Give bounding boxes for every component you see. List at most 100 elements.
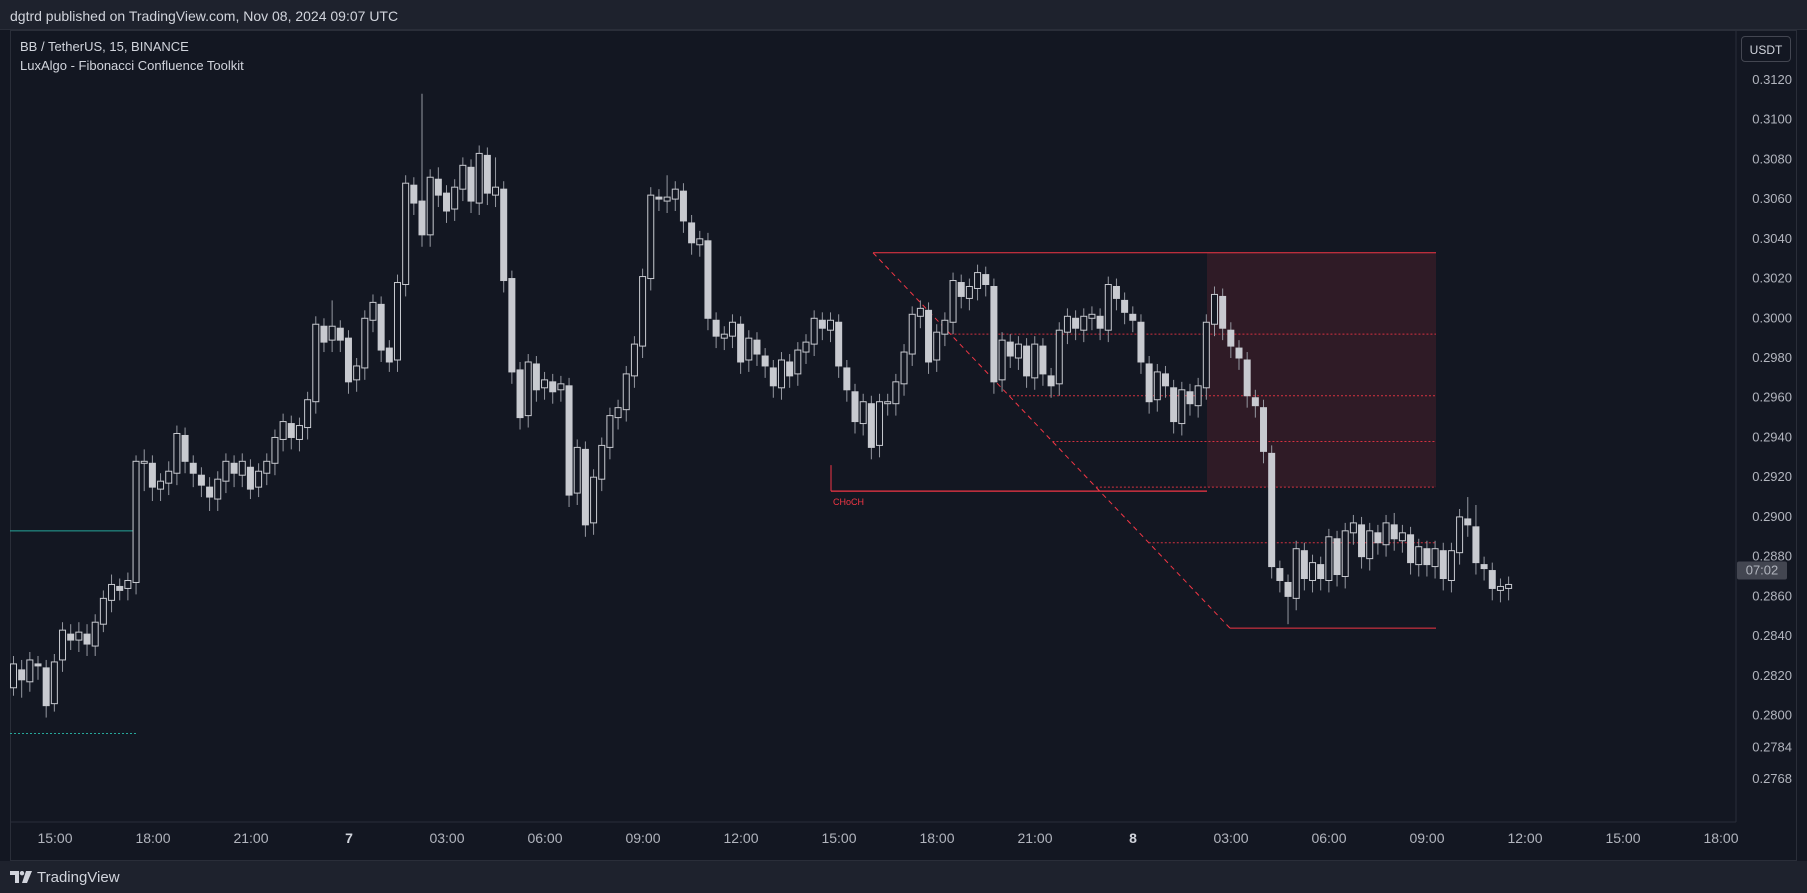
tradingview-brand[interactable]: TradingView [10,868,120,886]
candle [753,332,761,366]
candle [1488,562,1496,601]
candle [344,330,352,394]
candle-body-up [173,432,181,474]
candle-body-down [1333,538,1341,576]
candle [573,439,581,506]
candle [532,356,540,402]
candle [974,264,982,301]
price-tick-label: 0.2940 [1752,429,1792,444]
candle-body-down [688,222,696,244]
candle-body-up [663,196,671,202]
candle [1014,336,1022,370]
candle [197,467,205,498]
candle-body-down [835,321,843,367]
candle [606,407,614,460]
candle-body-down [516,369,524,419]
chart-frame[interactable] [10,30,1797,861]
candle [312,316,320,414]
tradingview-logo-icon [10,871,32,883]
candle [892,373,900,416]
candle-body-up [974,272,982,289]
candle [246,459,254,500]
candle-body-up [827,319,834,331]
candle [467,159,475,213]
candle-body-down [1096,315,1104,329]
candle-body-up [1431,548,1439,568]
time-axis[interactable]: 15:00 18:00 21:00 7 03:00 06:00 09:00 12:00 15:0… [37,830,1738,846]
candle [393,274,401,372]
candle-body-up [328,325,336,341]
candle [720,326,728,351]
time-tick-label: 21:00 [233,830,268,846]
price-tick-label: 0.2880 [1752,549,1792,564]
candle-body-up [1292,548,1300,599]
candle [1055,322,1063,396]
candle-body-down [67,633,75,641]
candle [728,314,736,349]
candle-body-down [565,385,573,496]
symbol-legend[interactable]: BB / TetherUS, 15, BINANCE [20,39,189,54]
candle-body-up [859,401,867,425]
candle-body-down [336,327,344,341]
candle [148,455,156,502]
candle [843,359,851,402]
candle [304,391,312,440]
candle [492,157,500,208]
candle-layer [10,93,1513,718]
candle [459,157,467,202]
candle-body-up [802,341,810,353]
candle-body-down [867,403,875,448]
candle [786,354,794,388]
choch-label: CHoCH [833,497,864,507]
candle [1333,530,1341,587]
candle-body-up [1505,583,1513,589]
candle [818,312,826,341]
candle [287,415,295,450]
candle-body-up [393,282,401,361]
candle [516,361,524,430]
candle [1349,514,1357,545]
candle [1039,338,1047,386]
candle-body-up [630,343,638,377]
candle [1472,505,1480,575]
candle-body-up [295,425,303,440]
indicator-legend[interactable]: LuxAlgo - Fibonacci Confluence Toolkit [20,58,244,73]
countdown-badge [1737,561,1787,580]
candle [173,425,181,486]
candle [1096,308,1104,341]
candle [255,463,263,498]
price-axis[interactable]: 0.3120 0.3100 0.3080 0.3060 0.3040 0.3020 0.30… [1737,72,1792,786]
candle-body-up [1398,532,1406,542]
candle-body-down [704,240,712,319]
candle [1374,524,1382,555]
candle-body-up [1309,562,1317,581]
candle [1439,542,1447,591]
candle [1366,522,1374,571]
candle-body-up [75,631,83,641]
price-tick-label: 0.3000 [1752,310,1792,325]
price-tick-label: 0.2860 [1752,588,1792,603]
candle [1423,540,1431,577]
candle [998,332,1006,392]
candle-body-up [238,460,246,476]
currency-button[interactable]: USDT [1741,36,1791,62]
candle [565,377,573,507]
candle [630,336,638,388]
candle-body-down [385,347,393,363]
candle-body-down [320,325,328,343]
time-tick-label: 03:00 [429,830,464,846]
candle [1227,322,1235,359]
candle-body-down [1317,564,1325,580]
candle-body-down [230,462,238,474]
candle [1464,497,1472,537]
candle [1309,554,1317,593]
time-tick-label: 8 [1129,830,1137,846]
candle-body-up [696,238,704,246]
candle-body-up [353,365,361,381]
premium-zone [1207,252,1436,488]
candle-body-up [222,460,230,482]
candle-body-down [83,633,91,645]
candle-body-down [1390,524,1398,540]
candle [737,316,745,374]
